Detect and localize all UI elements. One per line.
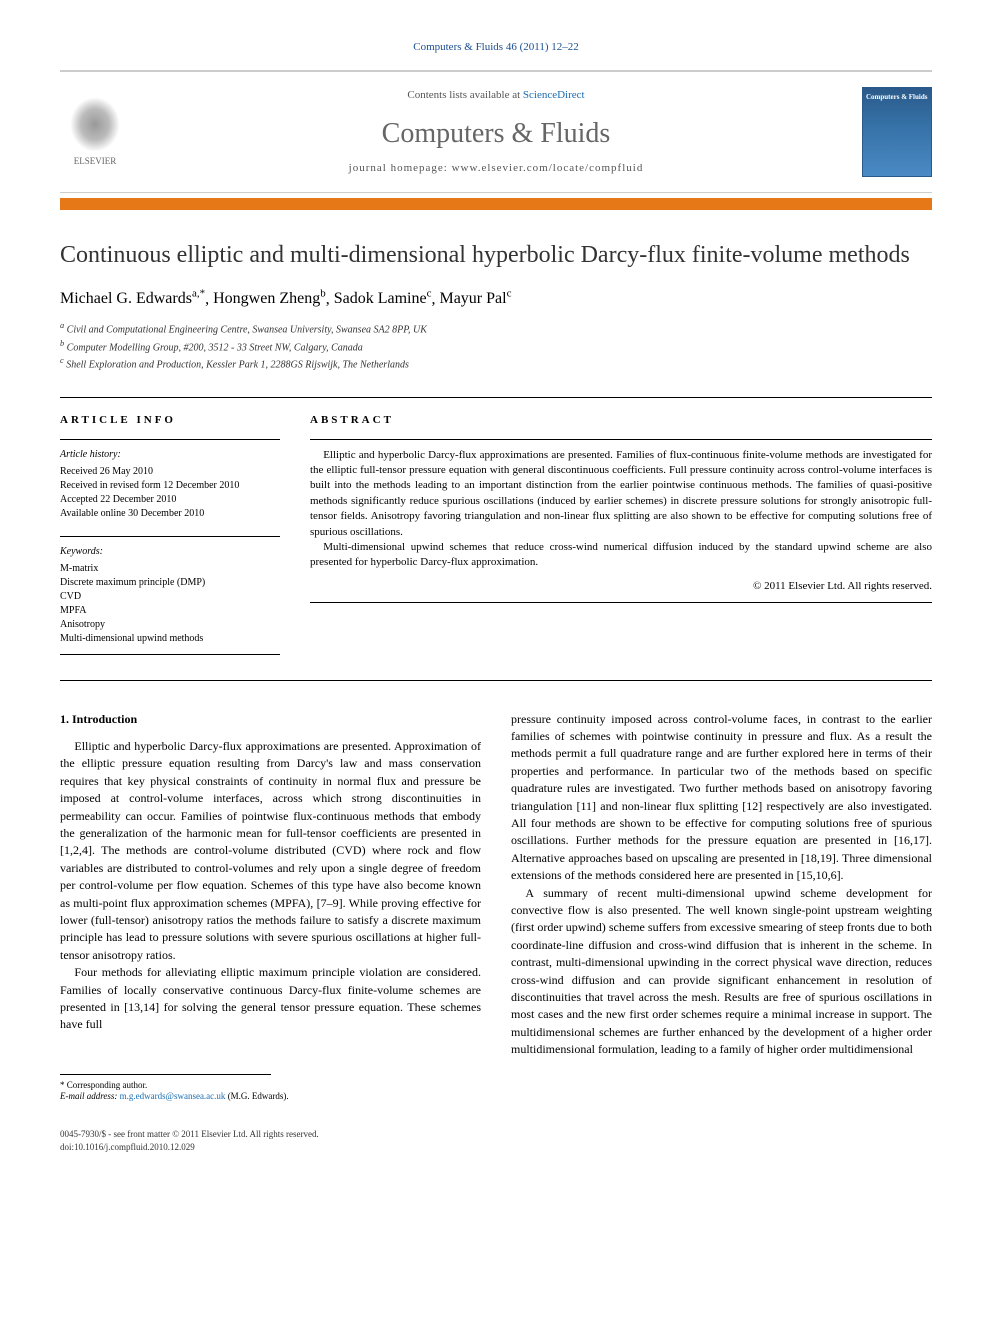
- keyword-0: M-matrix: [60, 562, 280, 576]
- contents-prefix: Contents lists available at: [407, 89, 522, 101]
- keyword-3: MPFA: [60, 604, 280, 618]
- email-link[interactable]: m.g.edwards@swansea.ac.uk: [120, 1091, 226, 1101]
- abstract-para-0: Elliptic and hyperbolic Darcy-flux appro…: [310, 448, 932, 540]
- page-footer: 0045-7930/$ - see front matter © 2011 El…: [60, 1128, 932, 1153]
- author-1: Hongwen Zhengb: [213, 290, 326, 307]
- affiliations: a Civil and Computational Engineering Ce…: [60, 320, 932, 372]
- corresponding-author-footnote: * Corresponding author.: [60, 1080, 481, 1092]
- article-info-column: ARTICLE INFO Article history: Received 2…: [60, 413, 280, 654]
- keyword-4: Anisotropy: [60, 618, 280, 632]
- history-accepted: Accepted 22 December 2010: [60, 493, 280, 507]
- abstract-para-1: Multi-dimensional upwind schemes that re…: [310, 540, 932, 571]
- keyword-1: Discrete maximum principle (DMP): [60, 576, 280, 590]
- journal-cover-thumbnail: Computers & Fluids: [862, 87, 932, 177]
- body-divider: [60, 680, 932, 681]
- journal-header-center: Contents lists available at ScienceDirec…: [130, 88, 862, 176]
- footer-front-matter: 0045-7930/$ - see front matter © 2011 El…: [60, 1128, 932, 1141]
- info-abstract-row: ARTICLE INFO Article history: Received 2…: [60, 413, 932, 654]
- abstract-text: Elliptic and hyperbolic Darcy-flux appro…: [310, 439, 932, 571]
- author-3: Mayur Palc: [439, 290, 511, 307]
- section-divider: [60, 397, 932, 398]
- body-col2-para-0: pressure continuity imposed across contr…: [511, 711, 932, 885]
- authors-line: Michael G. Edwardsa,*, Hongwen Zhengb, S…: [60, 287, 932, 311]
- body-col2-para-1: A summary of recent multi-dimensional up…: [511, 885, 932, 1059]
- body-column-right: pressure continuity imposed across contr…: [511, 711, 932, 1103]
- body-two-column: 1. Introduction Elliptic and hyperbolic …: [60, 711, 932, 1103]
- cover-title: Computers & Fluids: [866, 93, 928, 103]
- elsevier-label: ELSEVIER: [74, 155, 117, 168]
- affiliation-a: a Civil and Computational Engineering Ce…: [60, 320, 932, 337]
- article-title: Continuous elliptic and multi-dimensiona…: [60, 240, 932, 271]
- journal-title: Computers & Fluids: [130, 114, 862, 153]
- body-col1-para-0: Elliptic and hyperbolic Darcy-flux appro…: [60, 738, 481, 964]
- keyword-2: CVD: [60, 590, 280, 604]
- footer-doi: doi:10.1016/j.compfluid.2010.12.029: [60, 1141, 932, 1154]
- homepage-url[interactable]: www.elsevier.com/locate/compfluid: [452, 162, 644, 174]
- email-footnote: E-mail address: m.g.edwards@swansea.ac.u…: [60, 1091, 481, 1103]
- abstract-column: ABSTRACT Elliptic and hyperbolic Darcy-f…: [310, 413, 932, 654]
- journal-header-bar: ELSEVIER Contents lists available at Sci…: [60, 70, 932, 193]
- author-2: Sadok Laminec: [334, 290, 432, 307]
- body-col1-para-1: Four methods for alleviating elliptic ma…: [60, 964, 481, 1034]
- article-info-heading: ARTICLE INFO: [60, 413, 280, 428]
- affiliation-c: c Shell Exploration and Production, Kess…: [60, 355, 932, 372]
- elsevier-logo: ELSEVIER: [60, 92, 130, 172]
- orange-divider-bar: [60, 198, 932, 210]
- journal-homepage-line: journal homepage: www.elsevier.com/locat…: [130, 161, 862, 176]
- abstract-copyright: © 2011 Elsevier Ltd. All rights reserved…: [310, 579, 932, 594]
- article-history-heading: Article history:: [60, 448, 280, 462]
- keywords-block: Keywords: M-matrix Discrete maximum prin…: [60, 536, 280, 646]
- sciencedirect-link[interactable]: ScienceDirect: [523, 89, 585, 101]
- abstract-heading: ABSTRACT: [310, 413, 932, 428]
- history-revised: Received in revised form 12 December 201…: [60, 479, 280, 493]
- body-column-left: 1. Introduction Elliptic and hyperbolic …: [60, 711, 481, 1103]
- header-citation: Computers & Fluids 46 (2011) 12–22: [60, 40, 932, 55]
- keyword-5: Multi-dimensional upwind methods: [60, 632, 280, 646]
- author-0: Michael G. Edwardsa,*: [60, 290, 205, 307]
- contents-available-line: Contents lists available at ScienceDirec…: [130, 88, 862, 103]
- elsevier-tree-icon: [70, 97, 120, 152]
- affiliation-b: b Computer Modelling Group, #200, 3512 -…: [60, 338, 932, 355]
- homepage-prefix: journal homepage:: [349, 162, 452, 174]
- section-1-heading: 1. Introduction: [60, 711, 481, 728]
- history-online: Available online 30 December 2010: [60, 507, 280, 521]
- footnote-divider: [60, 1074, 271, 1075]
- keywords-heading: Keywords:: [60, 545, 280, 559]
- history-received: Received 26 May 2010: [60, 465, 280, 479]
